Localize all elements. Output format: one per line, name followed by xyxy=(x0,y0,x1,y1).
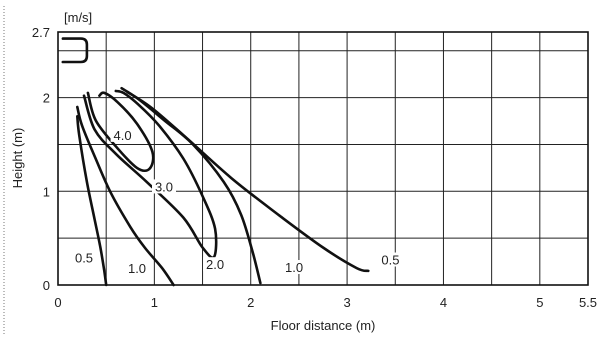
y-tick-label-0: 0 xyxy=(43,278,50,293)
contour-line-4 xyxy=(76,105,175,287)
contour-label-1: 3.0 xyxy=(155,179,173,194)
contour-labels: 4.0 3.0 2.0 1.0 0.5 1.0 0.5 xyxy=(72,127,403,276)
y-tick-label-1: 1 xyxy=(43,184,50,199)
plot-frame xyxy=(57,31,589,286)
contour-line-1 xyxy=(82,89,218,259)
x-tick-label-5: 5 xyxy=(536,295,543,310)
x-tick-label-3: 3 xyxy=(343,295,350,310)
y-tick-label-2: 2 xyxy=(43,91,50,106)
air-outlet-mark xyxy=(61,37,89,64)
contour-label-bg-2 xyxy=(203,257,228,272)
contour-label-3: 1.0 xyxy=(285,260,303,275)
contour-label-5: 1.0 xyxy=(128,261,146,276)
contour-label-bg-6 xyxy=(72,250,97,265)
contour-label-6: 0.5 xyxy=(75,251,93,266)
unit-label: [m/s] xyxy=(64,10,92,25)
series-group xyxy=(61,37,370,287)
contour-label-bg-5 xyxy=(125,260,150,275)
y-tick-label-3: 2.7 xyxy=(32,25,50,40)
contour-label-bg-0 xyxy=(110,127,135,142)
grid xyxy=(58,32,588,285)
contour-label-bg-3 xyxy=(282,260,307,275)
y-axis-title: Height (m) xyxy=(10,128,25,189)
x-tick-labels: 0 1 2 3 4 5 5.5 xyxy=(54,295,597,310)
x-tick-label-6: 5.5 xyxy=(579,295,597,310)
contour-label-2: 2.0 xyxy=(206,257,224,272)
x-tick-label-0: 0 xyxy=(54,295,61,310)
contour-line-5 xyxy=(76,115,108,287)
contour-label-4: 0.5 xyxy=(381,253,399,268)
x-axis-title: Floor distance (m) xyxy=(271,318,376,333)
x-tick-label-2: 2 xyxy=(247,295,254,310)
y-tick-labels: 0 1 2 2.7 xyxy=(32,25,50,293)
contour-label-bg-1 xyxy=(152,179,176,194)
contour-line-0 xyxy=(86,91,155,173)
x-tick-label-1: 1 xyxy=(151,295,158,310)
contour-label-bg-4 xyxy=(378,252,403,267)
contour-line-3 xyxy=(126,90,370,273)
x-tick-label-4: 4 xyxy=(440,295,447,310)
contour-label-0: 4.0 xyxy=(114,128,132,143)
